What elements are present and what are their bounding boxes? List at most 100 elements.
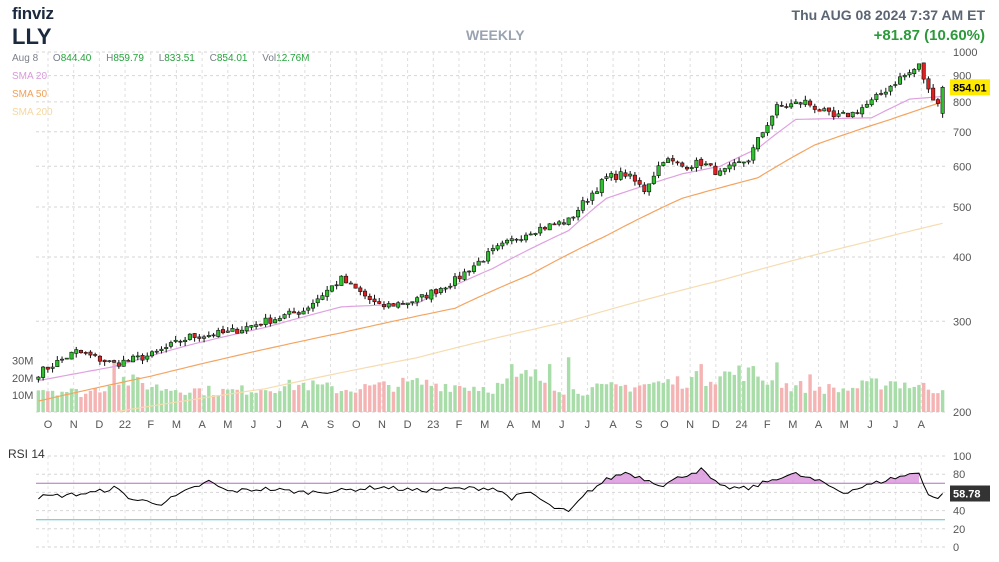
volume-bar xyxy=(36,390,41,412)
volume-bar xyxy=(618,386,623,412)
rsi-last-label: 58.78 xyxy=(953,489,981,501)
candle-body xyxy=(538,226,543,234)
candle-body xyxy=(727,164,732,170)
volume-bar xyxy=(505,378,509,412)
volume-bar xyxy=(566,357,571,412)
candle-body xyxy=(221,329,226,334)
volume-bar xyxy=(552,390,557,412)
candle-body xyxy=(656,165,661,176)
candle-body xyxy=(97,355,102,362)
volume-bar xyxy=(718,376,722,412)
volume-bar xyxy=(415,378,419,412)
volume-bar xyxy=(169,390,173,412)
volume-bar xyxy=(410,379,415,412)
volume-bar xyxy=(117,384,121,412)
candle-body xyxy=(187,333,192,340)
x-tick-label: F xyxy=(147,419,154,431)
candle-body xyxy=(808,100,813,106)
candle-body xyxy=(533,233,538,235)
volume-bar xyxy=(576,393,580,412)
candle-body xyxy=(296,312,301,315)
candle-body xyxy=(254,324,259,327)
volume-bar xyxy=(74,388,78,412)
volume-bar xyxy=(98,392,102,412)
volume-bar xyxy=(524,370,528,412)
x-tick-label: D xyxy=(95,419,103,431)
volume-bar xyxy=(434,383,438,412)
candle-body xyxy=(623,172,628,177)
volume-bar xyxy=(737,365,741,412)
rsi-title: RSI 14 xyxy=(8,447,45,461)
volume-bar xyxy=(458,385,462,412)
candle-body xyxy=(93,354,98,356)
candle-body xyxy=(60,358,65,361)
candle-body xyxy=(173,339,178,342)
candle-body xyxy=(88,351,93,356)
rsi-tick-label: 80 xyxy=(953,469,965,481)
candle-body xyxy=(931,87,936,101)
volume-bar xyxy=(230,389,235,412)
volume-bar xyxy=(462,387,467,412)
last-price-marker xyxy=(950,79,990,96)
rsi-line xyxy=(38,467,943,513)
volume-bar xyxy=(429,385,434,412)
finviz-logo[interactable]: finviz xyxy=(12,4,54,23)
volume-bar xyxy=(557,392,561,412)
x-tick-label: A xyxy=(507,419,515,431)
volume-bar xyxy=(401,377,405,412)
volume-bar xyxy=(884,385,888,412)
volume-bar xyxy=(879,389,883,412)
candle-body xyxy=(803,99,808,105)
volume-bar xyxy=(150,386,154,412)
candle-body xyxy=(789,103,794,108)
volume-bar xyxy=(249,392,254,412)
volume-bar xyxy=(893,381,897,412)
volume-bar xyxy=(642,384,647,412)
volume-bar xyxy=(495,382,500,412)
candle-body xyxy=(590,192,595,201)
volume-bar xyxy=(860,380,864,412)
volume-bar xyxy=(396,386,400,412)
x-tick-label: F xyxy=(764,419,771,431)
volume-bar xyxy=(855,388,860,412)
volume-bar xyxy=(372,384,377,412)
x-tick-label: M xyxy=(172,419,181,431)
volume-bar xyxy=(903,382,907,412)
volume-bar xyxy=(368,385,372,412)
candle-body xyxy=(396,302,401,308)
volume-bar xyxy=(292,390,296,412)
price-tick-label: 600 xyxy=(953,161,971,173)
ticker-symbol: LLY xyxy=(12,24,52,49)
volume-bar xyxy=(647,384,651,412)
price-tick-label: 500 xyxy=(953,202,971,214)
sma20-line xyxy=(38,95,943,382)
volume-bar xyxy=(770,380,774,412)
legend-sma200: SMA 200 xyxy=(12,107,53,118)
rsi-overbought-fill xyxy=(762,472,825,484)
candle-body xyxy=(722,168,727,172)
price-change: +81.87 (10.60%) xyxy=(873,27,985,44)
volume-bar xyxy=(131,374,135,412)
volume-bar xyxy=(164,389,168,412)
volume-tick-label: 10M xyxy=(12,390,33,402)
volume-bar xyxy=(637,385,642,412)
volume-bar xyxy=(898,388,902,412)
volume-bar xyxy=(448,391,452,412)
volume-bar xyxy=(183,394,187,412)
candle-body xyxy=(670,158,675,162)
candle-body xyxy=(467,270,472,273)
volume-bar xyxy=(387,384,391,412)
candle-body xyxy=(841,112,846,114)
volume-bar xyxy=(931,393,935,412)
candle-body xyxy=(898,76,903,85)
volume-bar xyxy=(808,374,812,412)
candle-body xyxy=(301,310,306,315)
candle-body xyxy=(277,318,282,321)
price-tick-label: 300 xyxy=(953,316,971,328)
open-value: 844.40 xyxy=(60,53,92,64)
candle-body xyxy=(36,376,41,380)
volume-bar xyxy=(244,394,249,412)
legend-sma50: SMA 50 xyxy=(12,89,48,100)
x-tick-label: J xyxy=(585,419,591,431)
